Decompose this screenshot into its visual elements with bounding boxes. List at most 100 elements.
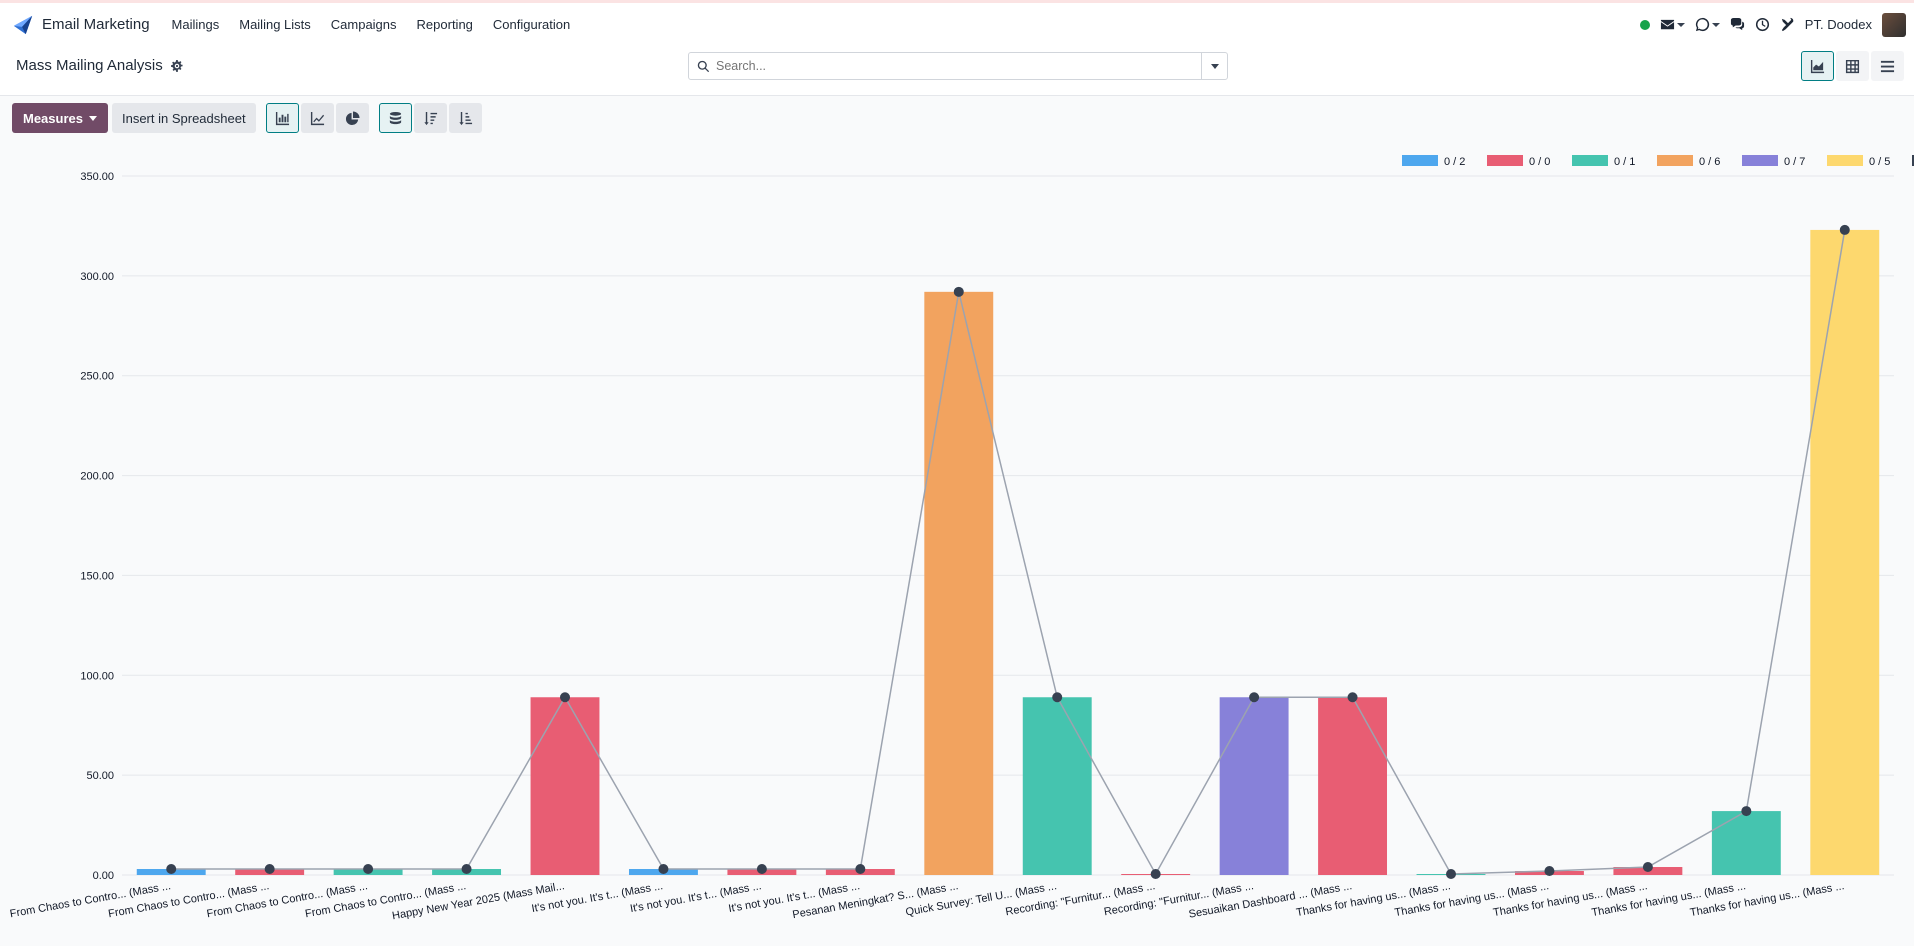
- bar: [1219, 697, 1289, 875]
- y-tick-label: 50.00: [86, 770, 114, 782]
- tools-icon[interactable]: [1780, 17, 1795, 32]
- sort-ascending-icon: [458, 111, 472, 125]
- control-panel: Mass Mailing Analysis: [0, 46, 1914, 96]
- sum-line-point: [1741, 806, 1752, 817]
- graph-view-icon: [1810, 59, 1825, 73]
- legend-label: 0 / 0: [1529, 156, 1550, 168]
- list-view-icon: [1880, 60, 1895, 72]
- y-tick-label: 150.00: [80, 570, 114, 582]
- y-tick-label: 300.00: [80, 271, 114, 283]
- sum-line-point: [166, 864, 177, 875]
- bar: [530, 697, 600, 875]
- chart-y-axis: 0.00 50.00 100.00 150.00 200.00 250.00 300.00 3…: [80, 171, 114, 882]
- app-brand[interactable]: Email Marketing: [12, 14, 162, 36]
- top-accent-line: [0, 0, 1914, 3]
- chevron-down-icon: [1210, 63, 1219, 69]
- sum-line-point: [560, 692, 570, 703]
- search-input[interactable]: [716, 59, 1201, 73]
- page-title-group: Mass Mailing Analysis: [16, 57, 183, 74]
- search-bar[interactable]: [688, 52, 1228, 80]
- chevron-down-icon: [88, 115, 97, 121]
- y-tick-label: 100.00: [80, 670, 114, 682]
- chart-grid: [122, 175, 1894, 876]
- mass-mailing-chart[interactable]: 0.00 50.00 100.00 150.00 200.00 250.00 300.00 3…: [0, 140, 1914, 946]
- sum-line-point: [1839, 224, 1850, 235]
- sum-line-point: [756, 864, 767, 875]
- legend-swatch: [1572, 155, 1608, 166]
- user-avatar[interactable]: [1882, 12, 1906, 37]
- mail-icon[interactable]: [1660, 17, 1685, 32]
- legend-label: 0 / 7: [1784, 156, 1805, 168]
- stacked-icon: [389, 111, 401, 124]
- sum-line-point: [855, 864, 866, 875]
- line-chart-icon: [310, 111, 324, 125]
- legend-swatch: [1402, 155, 1438, 166]
- pie-chart-icon: [345, 110, 360, 125]
- sort-ascending-button[interactable]: [448, 103, 482, 133]
- sum-line-point: [1642, 862, 1653, 873]
- graph-view-button[interactable]: [1801, 51, 1834, 81]
- sum-line-path: [171, 229, 1846, 876]
- stacked-button[interactable]: [378, 103, 412, 133]
- status-dot-icon[interactable]: [1639, 19, 1650, 30]
- top-navbar: Email Marketing Mailings Mailing Lists C…: [0, 3, 1914, 46]
- y-tick-label: 350.00: [80, 171, 114, 183]
- legend-label: 0 / 6: [1699, 156, 1720, 168]
- whatsapp-icon[interactable]: [1695, 17, 1720, 32]
- chart-options-group: [378, 103, 482, 133]
- sum-line-point: [1249, 692, 1260, 703]
- measures-label: Measures: [23, 110, 83, 126]
- pivot-view-button[interactable]: [1836, 51, 1869, 81]
- email-marketing-logo-icon: [13, 15, 33, 34]
- legend-swatch: [1742, 155, 1778, 166]
- line-chart-button[interactable]: [300, 103, 334, 133]
- chart-type-group: [265, 103, 369, 133]
- legend-swatch: [1912, 155, 1914, 166]
- sort-descending-button[interactable]: [413, 103, 447, 133]
- sum-line-point: [363, 864, 374, 875]
- sum-line-point: [1544, 866, 1555, 877]
- graph-toolbar: Measures Insert in Spreadsheet: [12, 103, 482, 133]
- gear-icon[interactable]: [170, 59, 183, 72]
- clock-icon[interactable]: [1755, 17, 1770, 32]
- user-name[interactable]: PT. Doodex: [1804, 17, 1872, 32]
- sum-line-point: [1150, 869, 1161, 880]
- bar: [1318, 697, 1388, 875]
- sum-line-point: [1347, 692, 1358, 703]
- menu-mailings[interactable]: Mailings: [171, 17, 220, 32]
- sum-line-point: [953, 286, 964, 297]
- sum-line-point: [264, 864, 275, 875]
- measures-button[interactable]: Measures: [12, 103, 108, 133]
- systray: PT. Doodex: [1639, 3, 1906, 46]
- legend-label: 0 / 2: [1444, 156, 1465, 168]
- chat-icon[interactable]: [1730, 17, 1745, 32]
- sum-line-point: [461, 864, 472, 875]
- pivot-view-icon: [1845, 59, 1860, 73]
- sum-line-point: [658, 864, 669, 875]
- bar: [924, 291, 994, 875]
- menu-reporting[interactable]: Reporting: [416, 17, 473, 32]
- y-tick-label: 200.00: [80, 471, 114, 483]
- legend-swatch: [1487, 155, 1523, 166]
- menu-mailing-lists[interactable]: Mailing Lists: [239, 17, 311, 32]
- list-view-button[interactable]: [1871, 51, 1904, 81]
- bar: [1810, 229, 1880, 875]
- insert-in-spreadsheet-button[interactable]: Insert in Spreadsheet: [111, 103, 256, 133]
- menu-campaigns[interactable]: Campaigns: [330, 17, 397, 32]
- search-icon: [697, 60, 710, 72]
- search-options-toggle[interactable]: [1201, 53, 1227, 79]
- sort-descending-icon: [423, 111, 437, 125]
- bar-chart-button[interactable]: [265, 103, 299, 133]
- view-switcher: [1801, 51, 1904, 81]
- page-title: Mass Mailing Analysis: [16, 57, 163, 74]
- chart-sum-line: [166, 224, 1850, 880]
- sum-line-point: [1052, 692, 1063, 703]
- chart-bars: [136, 229, 1880, 876]
- menu-configuration[interactable]: Configuration: [492, 17, 571, 32]
- bar: [1022, 697, 1092, 875]
- legend-label: 0 / 5: [1869, 156, 1890, 168]
- chart-x-axis: From Chaos to Contro... (Mass ...From Ch…: [9, 880, 1845, 922]
- chart-legend: 0 / 20 / 00 / 10 / 60 / 70 / 5Sum: [1402, 155, 1914, 168]
- pie-chart-button[interactable]: [335, 103, 369, 133]
- bar-chart-icon: [275, 111, 289, 125]
